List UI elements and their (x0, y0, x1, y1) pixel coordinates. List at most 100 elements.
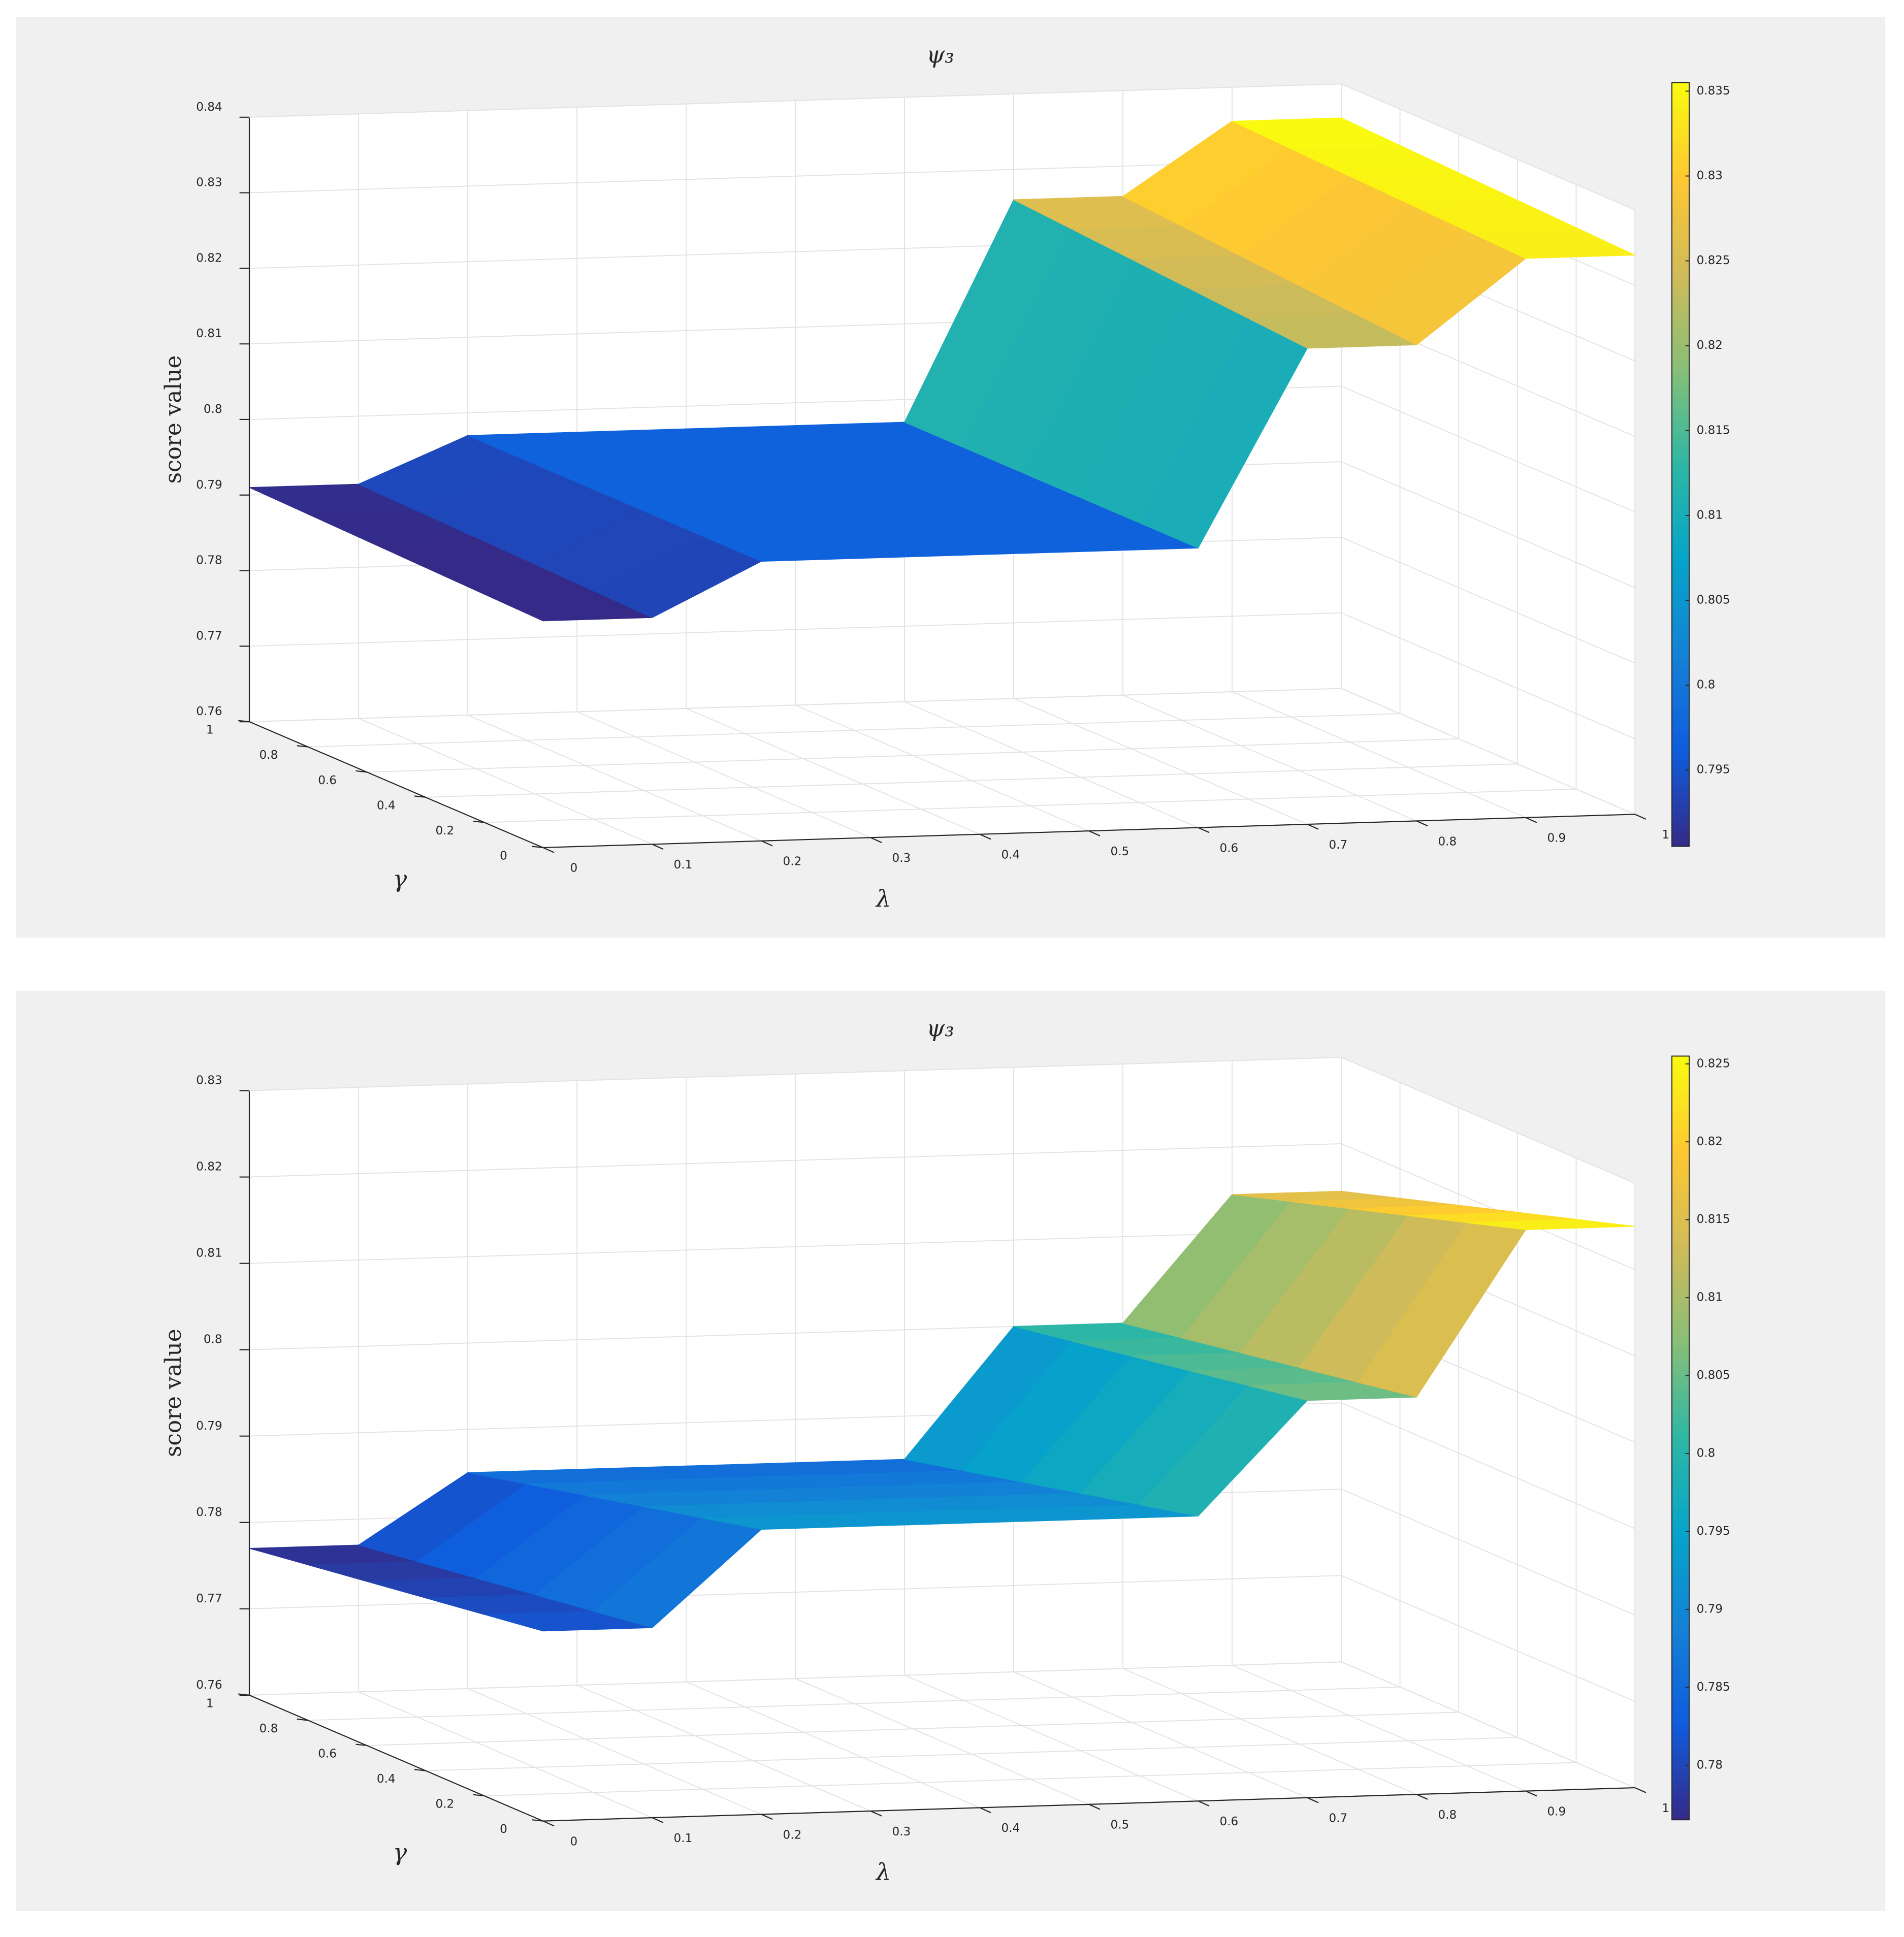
x-tick-label: 0.8 (1438, 1809, 1457, 1822)
tick-mark (979, 833, 991, 840)
tick-mark (761, 840, 773, 847)
surface-patch (1467, 1219, 1635, 1231)
grid-line (795, 704, 1089, 832)
y-tick-label: 0 (500, 1823, 507, 1836)
grid-line (425, 1736, 1518, 1771)
z-tick-label: 0.81 (196, 327, 222, 340)
z-tick-label: 0.77 (196, 1592, 222, 1605)
z-tick-label: 0.79 (196, 1419, 222, 1433)
y-tick-label: 0.4 (377, 799, 396, 812)
grid-line (1341, 1661, 1635, 1788)
x-tick-label: 1 (1662, 828, 1670, 842)
tick-mark (1525, 1790, 1537, 1797)
colorbar-tick-label: 0.81 (1697, 1291, 1723, 1304)
x-axis-label: λ (875, 885, 891, 912)
colorbar-tick-label: 0.8 (1697, 679, 1716, 692)
tick-mark (1634, 1787, 1647, 1793)
grid-line (249, 159, 1341, 193)
grid-line (1122, 1668, 1417, 1795)
grid-line (686, 708, 980, 835)
tick-mark (1416, 1794, 1428, 1800)
x-tick-label: 0.5 (1111, 1819, 1130, 1832)
grid-line (249, 1230, 1341, 1264)
grid-line (484, 788, 1576, 823)
x-axis-line (543, 1787, 1635, 1822)
colorbar-tick-label: 0.78 (1697, 1758, 1723, 1771)
x-tick-label: 0.9 (1547, 832, 1566, 845)
x-tick-label: 0.7 (1329, 838, 1348, 852)
grid-line (1341, 1575, 1635, 1702)
y-axis-line (249, 1694, 543, 1822)
colorbar-tick-label: 0.82 (1697, 1135, 1723, 1148)
grid-line (686, 1681, 980, 1809)
colorbar-tick-label: 0.815 (1697, 1213, 1730, 1226)
z-axis-label: score value (160, 1329, 186, 1457)
z-tick-label: 0.79 (196, 478, 222, 492)
z-tick-label: 0.82 (196, 251, 222, 265)
colorbar-tick-label: 0.795 (1697, 1525, 1730, 1538)
colorbar (1671, 1055, 1690, 1821)
grid-line (249, 1143, 1341, 1178)
grid-line (1341, 385, 1635, 513)
z-tick-label: 0.77 (196, 629, 222, 642)
grid-line (1341, 537, 1635, 664)
z-tick-label: 0.78 (196, 1506, 222, 1519)
grid-line (249, 1575, 1341, 1609)
grid-line (1341, 612, 1635, 739)
colorbar-tick-label: 0.83 (1697, 169, 1723, 182)
y-tick-label: 0 (500, 849, 507, 862)
x-tick-label: 0.1 (674, 858, 693, 871)
colorbar-tick-label: 0.785 (1697, 1681, 1730, 1694)
y-tick-label: 0.2 (435, 824, 454, 837)
grid-line (1232, 1664, 1526, 1792)
x-axis-line (543, 814, 1635, 849)
z-axis-label: score value (160, 356, 186, 484)
grid-line (467, 715, 762, 842)
tick-mark (1416, 820, 1428, 827)
grid-line (1341, 688, 1635, 815)
y-tick-label: 0.8 (260, 749, 278, 762)
y-tick-label: 1 (206, 1697, 214, 1710)
x-tick-label: 0.2 (783, 855, 802, 868)
tick-mark (1307, 824, 1319, 830)
colorbar-tick-label: 0.81 (1697, 508, 1723, 522)
tick-mark (1198, 827, 1210, 833)
grid-line (467, 1688, 762, 1815)
colorbar-tick-label: 0.835 (1697, 84, 1730, 98)
x-tick-label: 0.9 (1547, 1805, 1566, 1818)
x-axis-label: λ (875, 1858, 891, 1886)
tick-mark (1088, 1803, 1101, 1810)
x-tick-label: 0.6 (1220, 1815, 1239, 1828)
y-axis-label: γ (393, 865, 407, 893)
tick-mark (1307, 1797, 1319, 1803)
colorbar-tick-label: 0.79 (1697, 1602, 1723, 1616)
x-tick-label: 0.4 (1002, 848, 1020, 861)
tick-mark (1634, 814, 1647, 820)
z-tick-label: 0.83 (196, 1074, 222, 1087)
tick-mark (761, 1814, 773, 1820)
surface-patch (1467, 227, 1635, 259)
grid-line (1013, 1671, 1308, 1798)
grid-line (249, 688, 1341, 723)
z-tick-label: 0.76 (196, 1678, 222, 1692)
z-tick-label: 0.76 (196, 705, 222, 718)
x-tick-label: 1 (1662, 1802, 1670, 1815)
x-tick-label: 0 (570, 1835, 578, 1848)
tick-mark (542, 847, 555, 853)
tick-mark (1525, 817, 1537, 823)
colorbar-tick-label: 0.795 (1697, 763, 1730, 777)
y-axis-line (249, 721, 543, 848)
box-edge (1341, 83, 1635, 210)
grid-line (425, 763, 1518, 798)
z-tick-label: 0.78 (196, 554, 222, 567)
grid-line (367, 1712, 1459, 1746)
grid-line (904, 701, 1199, 828)
side-wall (1341, 1057, 1635, 1788)
x-tick-label: 0.8 (1438, 835, 1457, 848)
grid-line (1341, 1489, 1635, 1616)
colorbar-tick-label: 0.8 (1697, 1447, 1716, 1460)
chart-panel: 0 0.1 0.2 0.3 0.4 0.5 0.6 0.7 0.8 0.9 1 0 0.2 0.4 0.6 0… (16, 990, 1886, 1911)
x-tick-label: 0.1 (674, 1832, 693, 1845)
y-tick-label: 1 (206, 724, 214, 737)
grid-line (795, 1678, 1089, 1805)
